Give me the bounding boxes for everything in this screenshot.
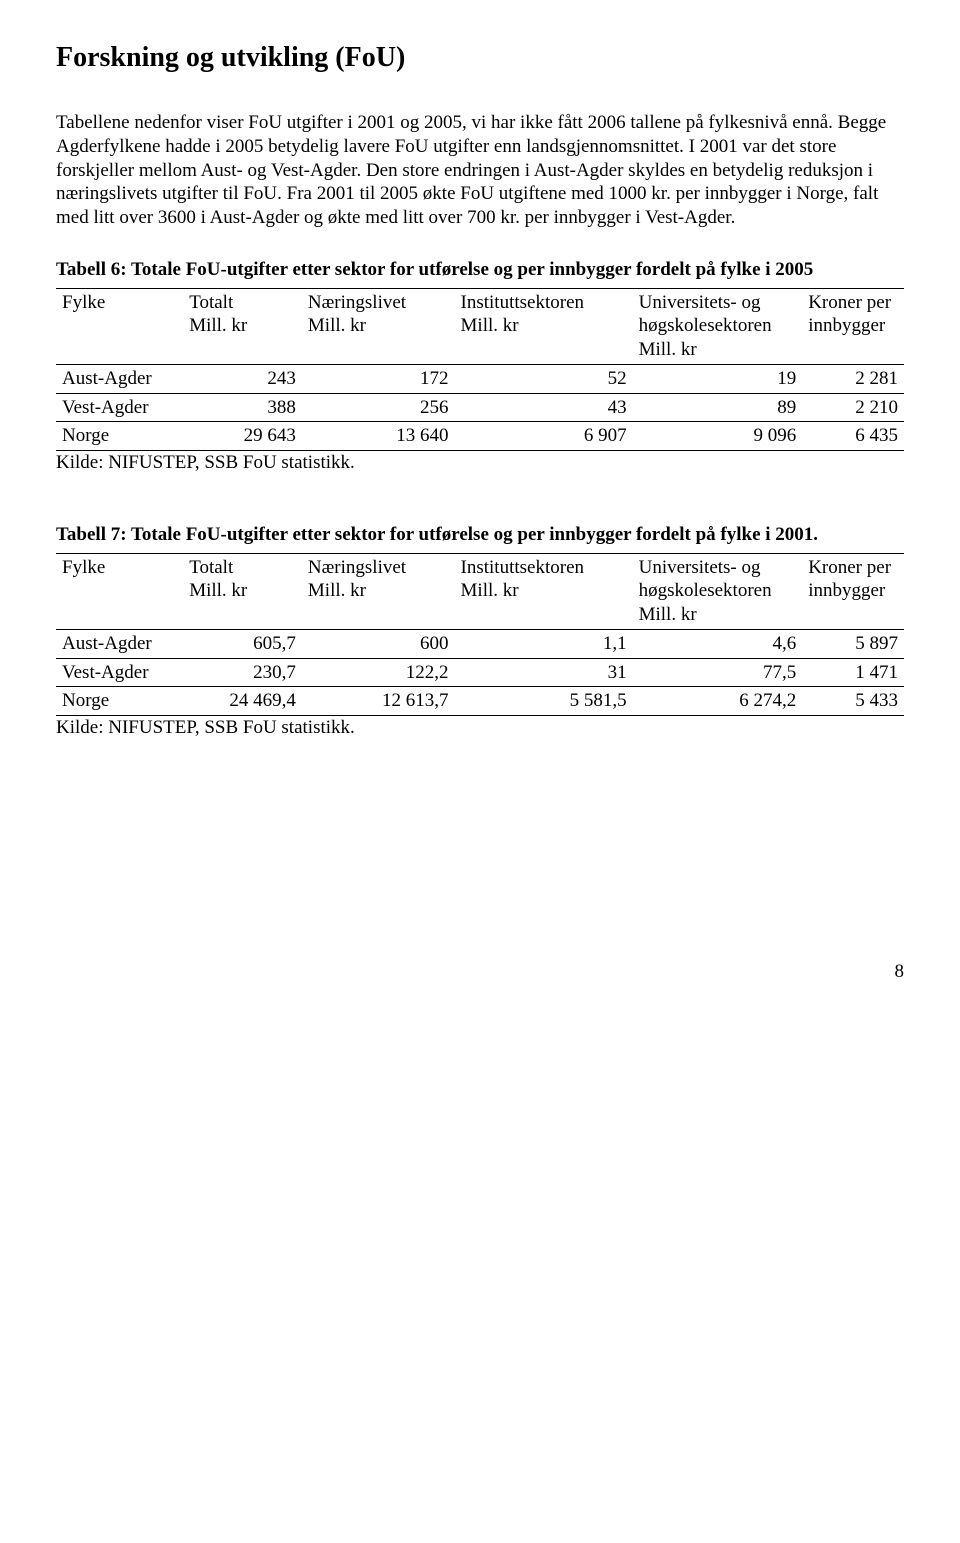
col-label: Kroner per [808, 557, 891, 578]
col-sublabel: Mill. kr [308, 580, 366, 601]
cell-value: 172 [302, 364, 455, 393]
col-sublabel: Mill. kr [189, 315, 247, 336]
table7-source: Kilde: NIFUSTEP, SSB FoU statistikk. [56, 716, 904, 740]
cell-value: 1 471 [802, 658, 904, 687]
table6-col-fylke: Fylke [56, 288, 183, 364]
col-sublabel: Mill. kr [189, 580, 247, 601]
cell-value: 2 210 [802, 393, 904, 422]
table6-col-naering: Næringslivet Mill. kr [302, 288, 455, 364]
table-row: Norge 24 469,4 12 613,7 5 581,5 6 274,2 … [56, 687, 904, 716]
table-row: Vest-Agder 230,7 122,2 31 77,5 1 471 [56, 658, 904, 687]
col-sublabel: Mill. kr [308, 315, 366, 336]
cell-value: 5 433 [802, 687, 904, 716]
cell-value: 31 [455, 658, 633, 687]
cell-value: 600 [302, 629, 455, 658]
cell-fylke: Vest-Agder [56, 658, 183, 687]
col-sublabel: Mill. kr [461, 315, 519, 336]
col-label: Instituttsektoren [461, 557, 584, 578]
cell-value: 19 [633, 364, 803, 393]
col-sublabel: høgskolesektoren [639, 315, 772, 336]
cell-value: 388 [183, 393, 302, 422]
table7: Fylke Totalt Mill. kr Næringslivet Mill.… [56, 553, 904, 717]
page-number: 8 [56, 960, 904, 984]
cell-value: 1,1 [455, 629, 633, 658]
table-row: Vest-Agder 388 256 43 89 2 210 [56, 393, 904, 422]
table6-source: Kilde: NIFUSTEP, SSB FoU statistikk. [56, 451, 904, 475]
cell-value: 605,7 [183, 629, 302, 658]
col-label: Kroner per [808, 292, 891, 313]
cell-fylke: Norge [56, 687, 183, 716]
cell-fylke: Vest-Agder [56, 393, 183, 422]
col-label: Næringslivet [308, 557, 406, 578]
cell-value: 13 640 [302, 422, 455, 451]
table6-col-totalt: Totalt Mill. kr [183, 288, 302, 364]
table7-caption: Tabell 7: Totale FoU-utgifter etter sekt… [56, 523, 904, 547]
cell-value: 122,2 [302, 658, 455, 687]
table7-col-institutt: Instituttsektoren Mill. kr [455, 553, 633, 629]
table6-col-univ: Universitets- og høgskolesektoren Mill. … [633, 288, 803, 364]
cell-value: 5 581,5 [455, 687, 633, 716]
cell-value: 230,7 [183, 658, 302, 687]
cell-value: 4,6 [633, 629, 803, 658]
col-sublabel: innbygger [808, 580, 885, 601]
table7-col-totalt: Totalt Mill. kr [183, 553, 302, 629]
cell-value: 256 [302, 393, 455, 422]
cell-value: 77,5 [633, 658, 803, 687]
intro-paragraph: Tabellene nedenfor viser FoU utgifter i … [56, 111, 904, 230]
table7-col-naering: Næringslivet Mill. kr [302, 553, 455, 629]
table6-col-kroner: Kroner per innbygger [802, 288, 904, 364]
col-label: Totalt [189, 557, 233, 578]
table7-col-univ: Universitets- og høgskolesektoren Mill. … [633, 553, 803, 629]
col-label: Fylke [62, 292, 105, 313]
cell-value: 89 [633, 393, 803, 422]
cell-value: 24 469,4 [183, 687, 302, 716]
cell-value: 243 [183, 364, 302, 393]
col-sublabel: Mill. kr [461, 580, 519, 601]
cell-value: 12 613,7 [302, 687, 455, 716]
table6-caption: Tabell 6: Totale FoU-utgifter etter sekt… [56, 258, 904, 282]
page-title: Forskning og utvikling (FoU) [56, 40, 904, 75]
table-row: Aust-Agder 243 172 52 19 2 281 [56, 364, 904, 393]
col-label: Universitets- og [639, 557, 761, 578]
col-label: Fylke [62, 557, 105, 578]
cell-value: 43 [455, 393, 633, 422]
table6-col-institutt: Instituttsektoren Mill. kr [455, 288, 633, 364]
table-row: Norge 29 643 13 640 6 907 9 096 6 435 [56, 422, 904, 451]
table7-col-fylke: Fylke [56, 553, 183, 629]
col-sublabel: innbygger [808, 315, 885, 336]
cell-value: 6 907 [455, 422, 633, 451]
cell-value: 2 281 [802, 364, 904, 393]
cell-value: 5 897 [802, 629, 904, 658]
cell-value: 6 274,2 [633, 687, 803, 716]
col-label: Instituttsektoren [461, 292, 584, 313]
col-sublabel: Mill. kr [639, 339, 697, 360]
table7-col-kroner: Kroner per innbygger [802, 553, 904, 629]
cell-value: 29 643 [183, 422, 302, 451]
table6: Fylke Totalt Mill. kr Næringslivet Mill.… [56, 288, 904, 452]
cell-fylke: Aust-Agder [56, 629, 183, 658]
cell-fylke: Norge [56, 422, 183, 451]
col-label: Næringslivet [308, 292, 406, 313]
col-label: Totalt [189, 292, 233, 313]
cell-value: 6 435 [802, 422, 904, 451]
col-sublabel: høgskolesektoren [639, 580, 772, 601]
col-sublabel: Mill. kr [639, 604, 697, 625]
cell-value: 9 096 [633, 422, 803, 451]
table-row: Aust-Agder 605,7 600 1,1 4,6 5 897 [56, 629, 904, 658]
col-label: Universitets- og [639, 292, 761, 313]
cell-value: 52 [455, 364, 633, 393]
cell-fylke: Aust-Agder [56, 364, 183, 393]
